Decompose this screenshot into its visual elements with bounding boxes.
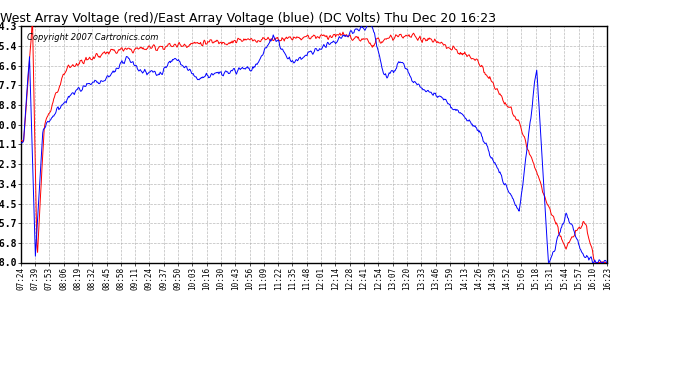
Text: West Array Voltage (red)/East Array Voltage (blue) (DC Volts) Thu Dec 20 16:23: West Array Voltage (red)/East Array Volt…: [0, 12, 496, 25]
Text: Copyright 2007 Cartronics.com: Copyright 2007 Cartronics.com: [26, 33, 158, 42]
